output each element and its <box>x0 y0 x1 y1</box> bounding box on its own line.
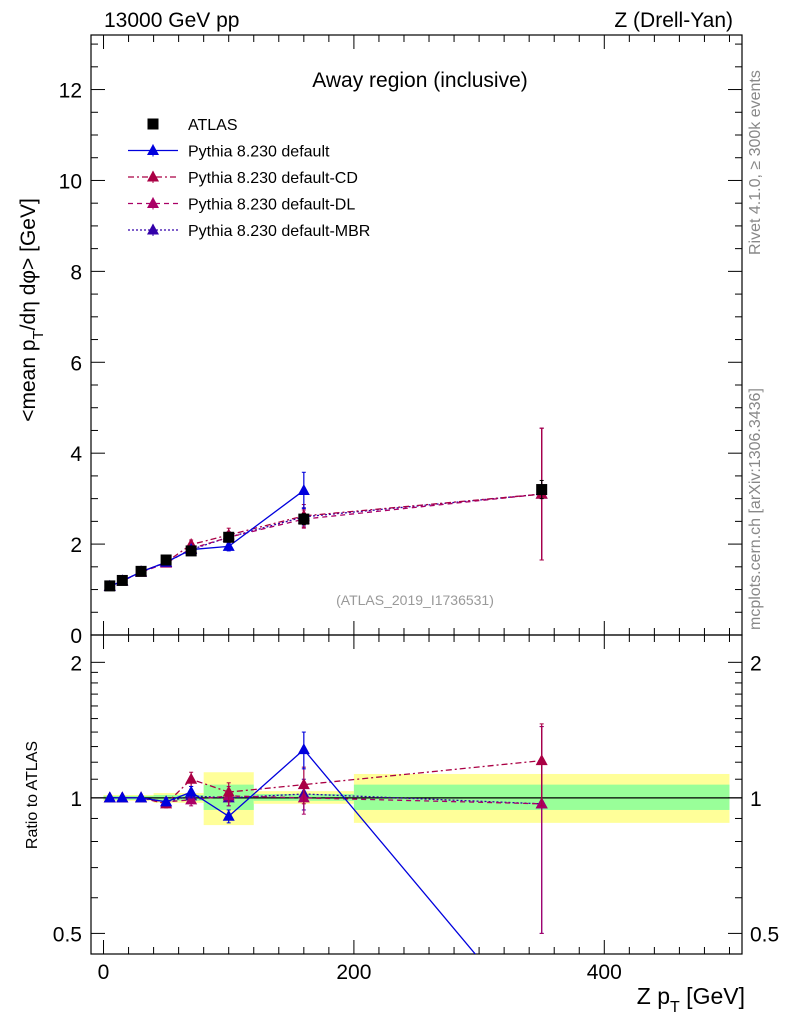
point-atlas <box>536 484 548 496</box>
ratio-ytick-label: 1 <box>70 788 82 811</box>
ratio-ytick-label-right: 0.5 <box>750 923 779 946</box>
main-ytick-label: 2 <box>70 534 82 557</box>
series-line-dl <box>109 493 542 587</box>
ratio-ytick-label-right: 2 <box>750 652 762 675</box>
rivet-label: Rivet 4.1.0, ≥ 300k events <box>747 70 764 255</box>
main-title: Away region (inclusive) <box>312 69 528 92</box>
series-line-cd <box>109 493 542 587</box>
ratio-ylabel: Ratio to ATLAS <box>24 741 41 849</box>
ratio-point-default <box>297 743 310 755</box>
legend-label-atlas: ATLAS <box>188 117 238 134</box>
legend-label-dl: Pythia 8.230 default-DL <box>188 197 355 214</box>
main-ytick-label: 6 <box>70 352 82 375</box>
header-right: Z (Drell-Yan) <box>614 9 733 32</box>
ratio-point-default <box>160 795 173 807</box>
point-atlas <box>135 565 147 577</box>
ratio-ytick-label: 2 <box>70 652 82 675</box>
analysis-tag: (ATLAS_2019_I1736531) <box>336 592 494 608</box>
legend-marker-default <box>147 144 159 155</box>
main-ytick-label: 8 <box>70 261 82 284</box>
legend-marker-cd <box>147 170 159 182</box>
main-ylabel-text2: /dη dφ> [GeV] <box>17 198 40 330</box>
main-ytick-label: 0 <box>70 625 82 648</box>
ratio-point-cd <box>297 778 310 790</box>
legend-label-cd: Pythia 8.230 default-CD <box>188 170 358 187</box>
legend-marker-dl <box>147 197 159 208</box>
main-panel-series <box>103 427 548 592</box>
point-default <box>297 483 310 495</box>
main-ylabel: <mean pT/dη dφ> [GeV] <box>17 198 47 422</box>
ratio-point-dl <box>185 793 198 805</box>
mcplots-label: mcplots.cern.ch [arXiv:1306.3436] <box>747 388 764 630</box>
ratio-point-default <box>185 785 198 797</box>
legend-label-default: Pythia 8.230 default <box>188 144 330 161</box>
main-ytick-label: 4 <box>70 443 82 466</box>
ratio-xtick-label: 0 <box>98 961 110 984</box>
point-atlas <box>160 554 172 566</box>
main-ytick-label: 12 <box>59 80 82 103</box>
ratio-line-dl <box>109 795 542 805</box>
ratio-panel-series <box>103 723 548 954</box>
ratio-ytick-label: 0.5 <box>53 923 82 946</box>
ratio-line-mbr <box>109 793 542 805</box>
legend-marker-mbr <box>147 223 159 235</box>
point-atlas <box>298 513 310 525</box>
x-axis-label: Z pT [GeV] <box>637 983 745 1016</box>
ratio-xtick-label: 400 <box>587 961 622 984</box>
legend: ATLAS Pythia 8.230 default Pythia 8.230 de… <box>128 117 370 240</box>
point-atlas <box>185 545 197 557</box>
ratio-point-cd <box>222 785 235 797</box>
ratio-point-default <box>222 809 235 821</box>
point-atlas <box>116 574 128 586</box>
ratio-ytick-label-right: 1 <box>750 788 762 811</box>
ratio-point-default <box>135 791 148 803</box>
legend-label-mbr: Pythia 8.230 default-MBR <box>188 223 370 240</box>
point-atlas <box>223 531 235 543</box>
header-left: 13000 GeV pp <box>104 9 239 32</box>
point-default <box>222 539 235 551</box>
ratio-panel-axes: 0.5 0.5 1 1 2 2 0 200 400 <box>53 634 779 984</box>
main-ytick-label: 10 <box>59 170 82 193</box>
point-atlas <box>104 580 116 592</box>
series-line-mbr <box>109 493 542 587</box>
ratio-xtick-label: 200 <box>336 961 371 984</box>
ratio-point-cd <box>185 772 198 784</box>
legend-marker-atlas <box>147 118 159 130</box>
ratio-point-default <box>103 791 116 803</box>
main-ylabel-sub: T <box>30 330 47 339</box>
main-ylabel-text: <mean p <box>17 339 40 421</box>
ratio-point-cd <box>535 754 548 766</box>
ratio-point-default <box>116 791 129 803</box>
ratio-frame <box>90 634 743 955</box>
